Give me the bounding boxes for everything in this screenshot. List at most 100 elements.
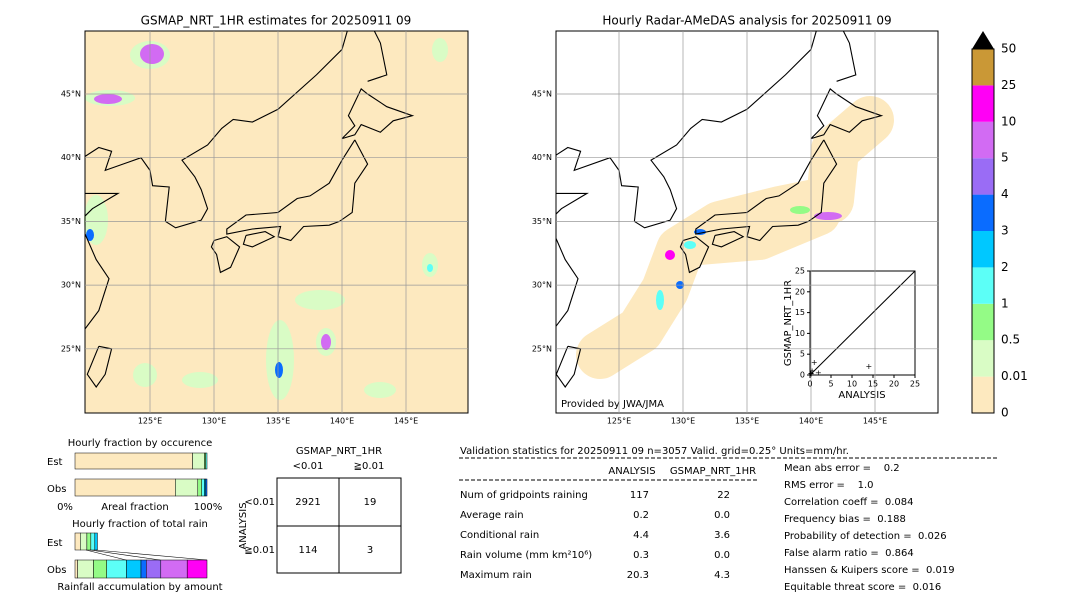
colorbar-segment	[972, 231, 994, 268]
coastline	[85, 31, 415, 388]
coast	[556, 31, 817, 229]
coast	[86, 345, 113, 388]
lat-label: 35°N	[61, 217, 81, 226]
coast	[556, 345, 582, 388]
fraction-segment	[175, 478, 199, 497]
fraction-segment	[126, 559, 142, 579]
lat-label: 40°N	[61, 153, 81, 162]
coastline	[556, 31, 884, 388]
val-col: ANALYSIS	[608, 466, 655, 477]
fraction-segment	[106, 559, 127, 579]
fraction-segment	[197, 478, 202, 497]
y-tick-label: 10	[795, 329, 805, 338]
fraction-segment	[186, 559, 208, 579]
y-tick-label: 25	[795, 267, 805, 276]
lat-label: 30°N	[532, 281, 552, 290]
scatter-point: +	[811, 358, 818, 367]
colorbar-segment	[972, 303, 994, 341]
occ-title: Hourly fraction by occurence	[68, 438, 212, 449]
left-map-title: GSMAP_NRT_1HR estimates for 20250911 09	[141, 14, 412, 28]
connector	[85, 549, 208, 561]
colorbar-label: 10	[1001, 114, 1016, 128]
fraction-segment	[205, 478, 208, 497]
ct-axis: ANALYSIS	[238, 502, 249, 549]
val-analysis: 117	[630, 490, 649, 501]
val-col: GSMAP_NRT_1HR	[670, 466, 756, 477]
colorbar-frame	[971, 48, 995, 414]
lon-label: 130°E	[671, 417, 695, 426]
ct-cell: 3	[367, 545, 373, 556]
right-map-title: Hourly Radar-AMeDAS analysis for 2025091…	[602, 14, 891, 28]
x-tick-label: 0	[807, 380, 812, 389]
fraction-segment	[80, 532, 88, 551]
lon-label: 145°E	[394, 417, 418, 426]
val-gsmap: 0.0	[714, 550, 730, 561]
fraction-segment	[160, 559, 188, 579]
val-analysis: 4.4	[633, 530, 649, 541]
lat-label: 45°N	[61, 90, 81, 99]
coast	[367, 31, 388, 82]
fraction-segment	[192, 452, 205, 470]
y-tick-label: 15	[795, 308, 805, 317]
inset-bg	[783, 263, 925, 403]
colorbar-label: 0	[1001, 406, 1009, 420]
scatter-point: +	[807, 369, 814, 378]
val-score: Probability of detection = 0.026	[784, 531, 947, 542]
val-score: Mean abs error = 0.2	[784, 463, 900, 474]
occ-axis: 100%	[194, 502, 223, 513]
val-score: Frequency bias = 0.188	[784, 514, 906, 525]
val-gsmap: 22	[717, 490, 730, 501]
fraction-segment	[90, 532, 96, 551]
fraction-segment	[205, 452, 208, 470]
x-tick-label: 25	[910, 380, 920, 389]
fraction-segment	[74, 478, 176, 497]
tot-row: Obs	[47, 565, 66, 576]
tot-row: Est	[47, 538, 63, 549]
scatter-point: +	[865, 362, 872, 371]
ct-col: ≧0.01	[354, 461, 385, 472]
lat-label: 25°N	[61, 344, 81, 353]
fraction-segment	[74, 452, 193, 470]
val-score: Equitable threat score = 0.016	[784, 582, 941, 593]
ct-cell: 114	[298, 545, 317, 556]
val-label: Num of gridpoints raining	[460, 490, 588, 501]
coast	[556, 192, 589, 328]
colorbar-segment	[972, 267, 994, 304]
ct-cell: 2921	[295, 497, 320, 508]
x-tick-label: 20	[889, 380, 899, 389]
colorbar-label: 50	[1001, 42, 1016, 56]
coast	[210, 236, 241, 274]
colorbar-label: 4	[1001, 187, 1009, 201]
coast	[695, 139, 838, 242]
coast	[85, 31, 348, 229]
inset-xlabel: ANALYSIS	[838, 390, 885, 401]
lat-label: 40°N	[532, 153, 552, 162]
coast	[836, 31, 857, 82]
colorbar-segment	[972, 121, 994, 159]
colorbar-segment	[972, 340, 994, 377]
ct-row: ≧0.01	[244, 545, 275, 556]
coast	[242, 231, 276, 248]
colorbar-extend	[972, 31, 994, 49]
val-score: Hanssen & Kuipers score = 0.019	[784, 565, 955, 576]
fraction-segment	[140, 559, 147, 579]
val-gsmap: 3.6	[714, 530, 730, 541]
lon-label: 135°E	[735, 417, 759, 426]
val-gsmap: 0.0	[714, 510, 730, 521]
occ-axis: Areal fraction	[101, 502, 168, 513]
val-analysis: 0.3	[633, 550, 649, 561]
scatter-point: +	[815, 368, 822, 377]
colorbar-segment	[972, 49, 994, 86]
colorbar-segment	[972, 376, 994, 413]
fraction-segment	[93, 559, 107, 579]
lat-label: 30°N	[61, 281, 81, 290]
colorbar-label: 0.5	[1001, 333, 1020, 347]
colorbar-segment	[972, 158, 994, 195]
val-label: Maximum rain	[460, 570, 532, 581]
coast	[341, 88, 415, 140]
coast	[85, 192, 120, 330]
colorbar-label: 0.01	[1001, 369, 1028, 383]
x-tick-label: 15	[868, 380, 878, 389]
occ-row: Obs	[47, 484, 66, 495]
